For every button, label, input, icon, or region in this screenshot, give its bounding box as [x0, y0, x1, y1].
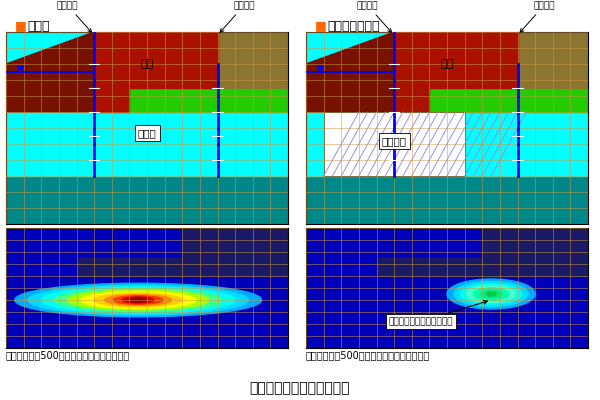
- Polygon shape: [77, 258, 130, 276]
- Ellipse shape: [105, 294, 172, 306]
- Bar: [130, 32, 288, 88]
- Polygon shape: [306, 32, 394, 112]
- Ellipse shape: [473, 288, 509, 300]
- Text: 無対策: 無対策: [27, 20, 49, 32]
- Text: 既設護岸: 既設護岸: [220, 1, 254, 32]
- Ellipse shape: [28, 285, 248, 315]
- Bar: [430, 88, 588, 112]
- Text: 盛土: 盛土: [140, 59, 154, 69]
- Text: 護岸拡張工事の圧密解析例: 護岸拡張工事の圧密解析例: [250, 381, 350, 395]
- Bar: [6, 112, 288, 176]
- Ellipse shape: [94, 293, 182, 307]
- Ellipse shape: [481, 290, 502, 298]
- Ellipse shape: [113, 296, 163, 304]
- Text: 軟弱層: 軟弱層: [137, 128, 157, 138]
- Polygon shape: [130, 228, 288, 276]
- Text: 盛土完了から500日後の過剰間隙水圧分布図: 盛土完了から500日後の過剰間隙水圧分布図: [6, 350, 130, 360]
- Text: 盛土: 盛土: [440, 59, 454, 69]
- Polygon shape: [94, 32, 218, 112]
- Text: 地盤改良: 地盤改良: [382, 136, 407, 146]
- Ellipse shape: [55, 289, 222, 311]
- Ellipse shape: [447, 279, 535, 309]
- Text: 既設護岸: 既設護岸: [520, 1, 554, 32]
- Ellipse shape: [15, 283, 262, 317]
- Bar: [306, 176, 588, 224]
- Bar: [306, 112, 588, 176]
- Bar: [323, 112, 464, 176]
- Text: ■: ■: [15, 20, 27, 32]
- Bar: [130, 88, 288, 112]
- Ellipse shape: [460, 284, 522, 304]
- Text: 盛土完了から500日後の過剰間隙水圧分布図: 盛土完了から500日後の過剰間隙水圧分布図: [306, 350, 430, 360]
- Text: ■: ■: [315, 20, 327, 32]
- Ellipse shape: [122, 297, 154, 303]
- Polygon shape: [394, 32, 517, 112]
- Ellipse shape: [41, 287, 235, 313]
- Text: 新設護岸: 新設護岸: [357, 1, 392, 32]
- Polygon shape: [430, 228, 588, 276]
- Polygon shape: [377, 258, 430, 276]
- Ellipse shape: [130, 298, 146, 302]
- Ellipse shape: [486, 292, 496, 296]
- Ellipse shape: [81, 292, 196, 308]
- Text: 対策－地盤改良: 対策－地盤改良: [327, 20, 380, 32]
- Text: 過剰間隙水圧の消散を促進: 過剰間隙水圧の消散を促進: [388, 300, 487, 326]
- Ellipse shape: [454, 282, 528, 306]
- Bar: [430, 32, 588, 88]
- Text: 新設護岸: 新設護岸: [57, 1, 92, 32]
- Bar: [6, 176, 288, 224]
- Polygon shape: [6, 32, 94, 112]
- Ellipse shape: [466, 286, 516, 302]
- Ellipse shape: [68, 290, 209, 310]
